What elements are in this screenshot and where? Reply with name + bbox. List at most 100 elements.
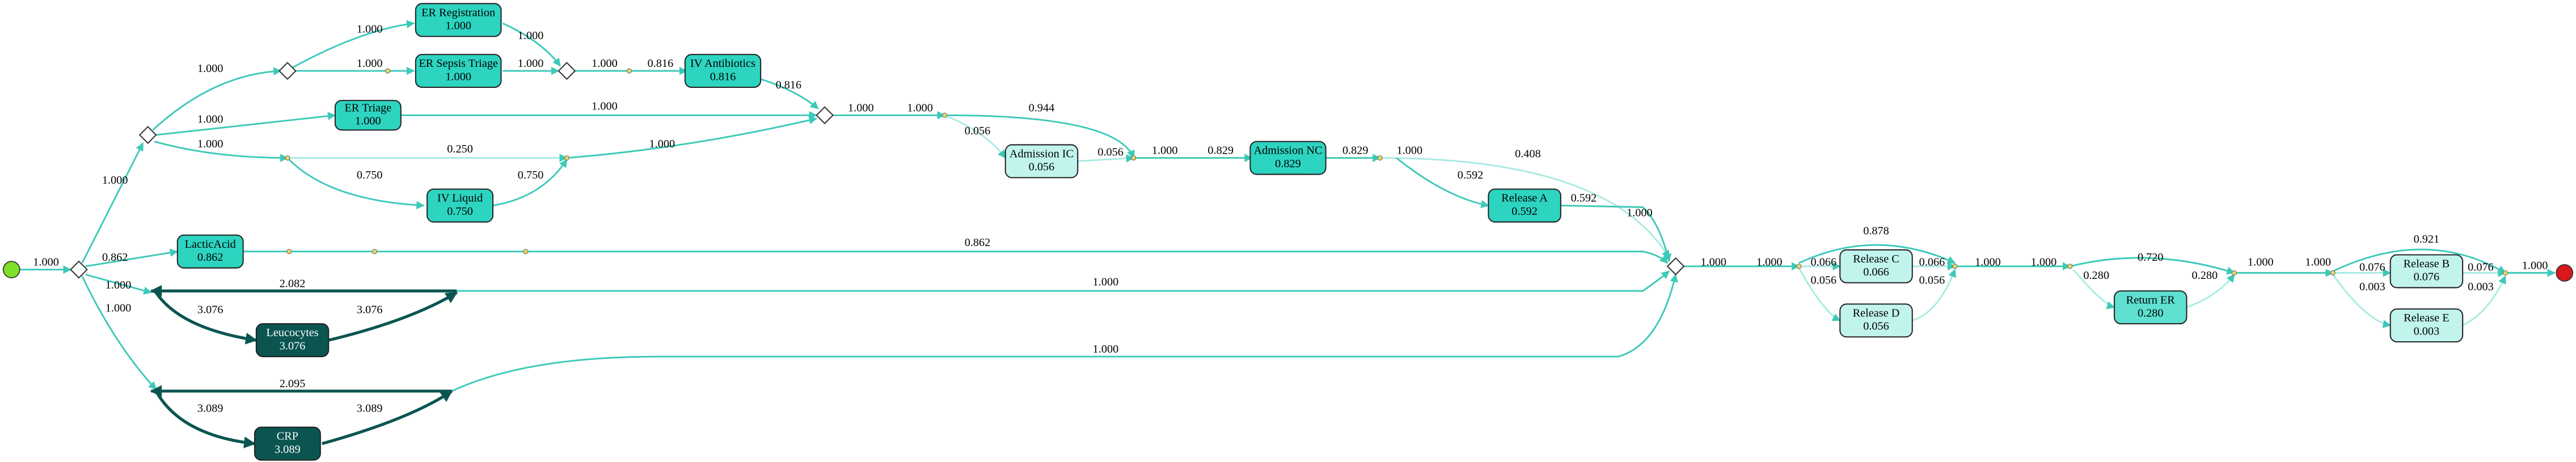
edge-label: 1.000 <box>1397 145 1423 157</box>
edge-label: 0.816 <box>776 79 802 91</box>
edge-dot <box>564 155 569 161</box>
activity-label: Leucocytes <box>266 327 318 339</box>
edge-dot <box>942 112 948 118</box>
activity-label: Release D <box>1853 307 1900 319</box>
edge-label: 0.003 <box>2359 281 2385 293</box>
activity-box <box>1004 144 1079 179</box>
activity-value: 0.829 <box>1275 158 1301 170</box>
edge-label: 3.076 <box>357 304 383 316</box>
edge-label: 0.066 <box>1919 256 1945 269</box>
edge-label: 0.750 <box>518 169 544 181</box>
edge-label: 0.408 <box>1515 147 1541 160</box>
edge-label: 1.000 <box>1975 256 2001 269</box>
edge <box>1912 269 1957 321</box>
activity-box <box>1249 141 1327 175</box>
edge-dot <box>626 68 632 74</box>
activity-label: ER Triage <box>344 101 391 114</box>
edge-label: 0.056 <box>1097 146 1124 159</box>
edge-label: 0.944 <box>1029 101 1055 114</box>
edge <box>567 116 818 159</box>
edge-label: 0.056 <box>965 125 991 137</box>
edge-label: 3.089 <box>357 402 383 414</box>
edge-dot <box>2067 264 2073 269</box>
edge-label: 0.921 <box>2414 233 2440 245</box>
activity-label: ER Sepsis Triage <box>419 57 498 70</box>
activity-box <box>684 54 762 88</box>
edge <box>760 78 819 109</box>
activity-value: 0.592 <box>1511 205 1538 218</box>
activity-box <box>2389 254 2464 289</box>
activity-value: 1.000 <box>355 115 381 128</box>
activity-box <box>254 426 321 461</box>
edge-label: 0.280 <box>2083 269 2109 282</box>
edge-label: 0.878 <box>1863 225 1889 238</box>
edge <box>243 251 1669 264</box>
activity-box <box>255 323 330 358</box>
edge-label: 0.056 <box>1811 274 1837 287</box>
edge-dot <box>1131 155 1137 161</box>
edge-label: 1.000 <box>357 23 383 35</box>
edge-label: 1.000 <box>33 256 59 269</box>
activity-label: IV Liquid <box>437 192 483 205</box>
activity-value: 0.076 <box>2414 271 2440 283</box>
edge <box>292 20 415 69</box>
activity-value: 1.000 <box>445 70 471 83</box>
edge <box>944 114 1135 159</box>
edge-label: 0.280 <box>2192 269 2218 282</box>
edge-label: 1.000 <box>105 279 132 291</box>
edge-label: 0.592 <box>1458 169 1484 181</box>
edge-label: 0.829 <box>1207 145 1234 157</box>
edge-label: 1.000 <box>2031 256 2057 269</box>
edge-label: 1.000 <box>357 57 383 70</box>
edge <box>1560 205 1671 262</box>
edge <box>1078 154 1135 163</box>
edge <box>2332 248 2506 274</box>
activity-value: 0.816 <box>710 70 736 83</box>
edge-label: 1.000 <box>197 113 223 126</box>
activity-value: 3.089 <box>275 443 301 456</box>
edge <box>1396 157 1489 209</box>
activity-label: IV Antibiotics <box>690 57 755 70</box>
loop-edge <box>322 389 453 446</box>
edge-label: 1.000 <box>518 57 544 70</box>
edge-label: 1.000 <box>592 57 618 70</box>
edge <box>286 157 425 210</box>
activity-value: 1.000 <box>445 20 471 32</box>
loop-edge <box>155 291 257 345</box>
edge-label: 1.000 <box>848 101 874 114</box>
edge <box>451 273 1678 392</box>
edges: 1.000 0.862 1.000 1.000 1.000 1.000 1.000 1.000… <box>19 20 2556 448</box>
edge <box>85 273 152 295</box>
edge-dot <box>385 68 391 74</box>
activity-label: Release A <box>1501 192 1548 205</box>
edge-dot <box>2502 270 2508 275</box>
start-event <box>2 261 20 278</box>
edge-label: 1.000 <box>2248 256 2274 269</box>
loop-edge <box>154 390 256 448</box>
edge-label: 1.000 <box>1756 256 1783 269</box>
activity-label: Admission IC <box>1010 147 1074 160</box>
edge-label: 0.056 <box>1919 274 1945 287</box>
edge <box>457 270 1670 292</box>
activity-box <box>334 100 402 131</box>
edge-dot <box>1952 264 1958 269</box>
edge-label: 0.829 <box>1342 145 1369 157</box>
activity-value: 0.056 <box>1863 320 1889 333</box>
gateway <box>558 62 576 80</box>
edge-label: 0.816 <box>648 57 674 70</box>
loop-edge <box>328 291 458 342</box>
edge-label: 1.000 <box>1093 343 1119 355</box>
end-event <box>2556 264 2574 282</box>
activity-value: 0.056 <box>1029 161 1055 173</box>
edge <box>2462 275 2506 327</box>
edge-label: 0.066 <box>1811 256 1837 269</box>
edge-label: 0.720 <box>2138 251 2164 264</box>
edge <box>502 22 561 67</box>
edge-label: 3.089 <box>197 402 223 414</box>
edge <box>492 159 568 207</box>
edge-label: 1.000 <box>649 138 675 150</box>
edge <box>2186 274 2235 308</box>
activity-value: 0.280 <box>2138 307 2164 319</box>
activity-label: ER Registration <box>421 6 495 19</box>
edge-label: 0.592 <box>1571 192 1597 205</box>
